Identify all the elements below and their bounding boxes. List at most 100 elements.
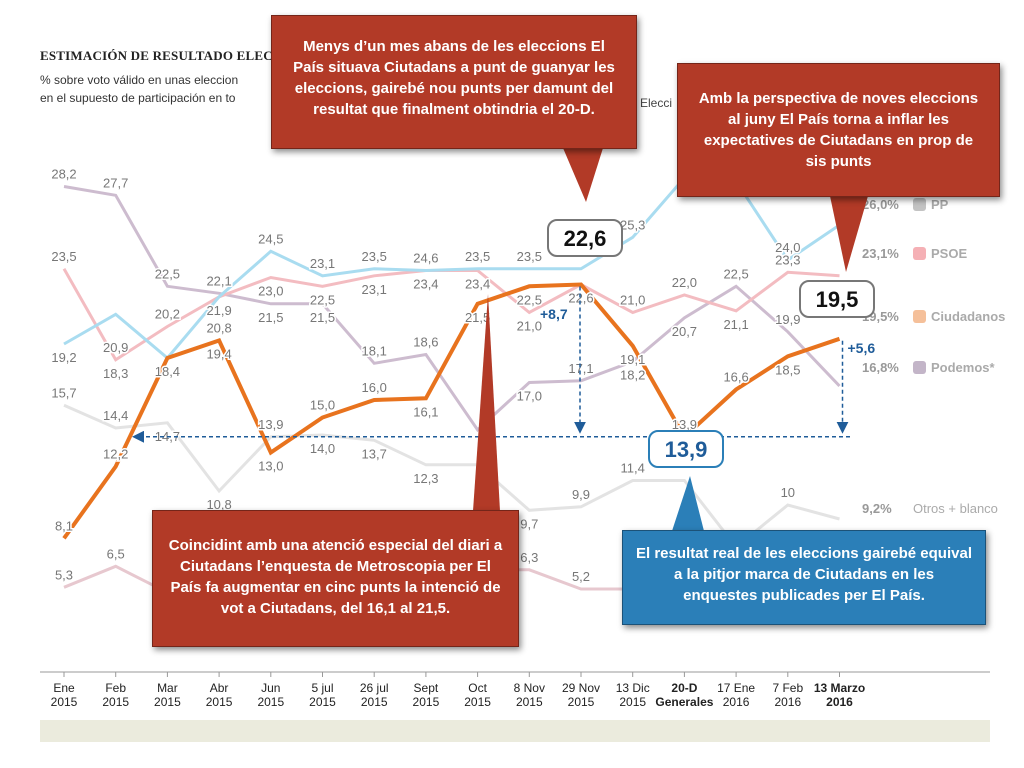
x-tick-label: 13 Marzo 2016 <box>814 681 865 709</box>
callout-top-center-pointer <box>563 148 603 202</box>
chart-subtitle-line1: % sobre voto válido en unas eleccion <box>40 73 239 87</box>
value-label: 19,2 <box>51 350 76 365</box>
end-value-label: 9,2% <box>862 501 892 516</box>
x-tick-label: Oct 2015 <box>464 681 491 709</box>
end-value-label: 23,1% <box>862 246 899 261</box>
value-label: 17,1 <box>568 361 593 376</box>
end-labels: 26,0% PP 23,1% PSOE 19,5% Ciudadanos 16,8% Pode… <box>862 197 1005 516</box>
value-label: 21,5 <box>310 310 335 325</box>
value-labels: 28,2 27,7 23,5 19,2 15,7 8,1 5,3 20,9 18,3 14,4 12… <box>50 165 802 586</box>
podemos-logo-icon <box>913 361 926 374</box>
x-tick-label: 8 Nov 2015 <box>514 681 545 709</box>
value-label: 8,1 <box>55 518 73 533</box>
x-tick-label: Abr 2015 <box>206 681 233 709</box>
callout-bottom-left-pointer <box>473 294 500 511</box>
value-label: 14,0 <box>310 441 335 456</box>
x-tick-label: 20-D Generales <box>655 681 713 709</box>
value-label: 21,0 <box>620 293 645 308</box>
value-label: 16,0 <box>362 380 387 395</box>
value-label: 23,5 <box>517 249 542 264</box>
value-label: 9,9 <box>572 487 590 502</box>
value-label: 5,3 <box>55 567 73 582</box>
value-label: 23,3 <box>775 252 800 267</box>
value-label: 19,4 <box>206 347 231 362</box>
value-label: 12,3 <box>413 471 438 486</box>
value-label: 23,4 <box>465 277 490 292</box>
x-tick-label: 7 Feb 2016 <box>772 681 803 709</box>
value-label: 11,4 <box>621 461 645 476</box>
value-label: 23,5 <box>465 249 490 264</box>
value-label: 27,7 <box>103 175 128 190</box>
end-party-label: Ciudadanos <box>931 309 1005 324</box>
value-label: 22,5 <box>723 266 748 281</box>
value-label: 17,0 <box>517 389 542 404</box>
value-label: 21,5 <box>258 310 283 325</box>
value-label: 18,3 <box>103 366 128 381</box>
value-label: 13,9 <box>672 417 697 432</box>
x-tick-label: Jun 2015 <box>257 681 284 709</box>
end-party-label: Podemos* <box>931 360 996 375</box>
chart-subtitle-line2: en el supuesto de participación en to <box>40 91 236 105</box>
series-lines <box>62 176 841 595</box>
callout-pointers <box>473 148 868 531</box>
callout-bottom-left: Coincidint amb una atenció especial del … <box>152 510 519 647</box>
value-label: 22,6 <box>568 291 593 306</box>
callout-bottom-right: El resultat real de les eleccions gaireb… <box>622 530 986 625</box>
value-label: 5,2 <box>572 569 590 584</box>
value-label: 14,4 <box>103 408 128 423</box>
value-label: 18,6 <box>413 335 438 350</box>
value-label: 23,5 <box>362 249 387 264</box>
value-label: 19,9 <box>775 312 800 327</box>
value-label: 20,7 <box>672 324 697 339</box>
end-party-label: PSOE <box>931 246 967 261</box>
value-label: 22,0 <box>672 275 697 290</box>
value-label: 28,2 <box>51 167 76 182</box>
series-line-ciudadanos <box>62 282 841 540</box>
value-label: 12,2 <box>103 447 128 462</box>
value-label: 23,5 <box>51 249 76 264</box>
value-label: 10 <box>781 485 795 500</box>
value-label: 13,7 <box>362 446 387 461</box>
x-tick-label: Mar 2015 <box>154 681 181 709</box>
value-label: 18,2 <box>620 368 645 383</box>
value-label: 22,1 <box>206 273 231 288</box>
value-label: 6,5 <box>107 546 125 561</box>
value-label: 18,1 <box>362 343 387 358</box>
value-label: 15,0 <box>310 398 335 413</box>
callout-top-right: Amb la perspectiva de noves eleccions al… <box>677 63 1000 197</box>
x-tick-label: Feb 2015 <box>102 681 129 709</box>
value-label: 24,5 <box>258 231 283 246</box>
value-label: 21,5 <box>465 310 490 325</box>
difference-label: +8,7 <box>540 306 568 322</box>
value-label: 18,5 <box>775 362 800 377</box>
callout-bottom-right-pointer <box>672 476 704 531</box>
value-label: 22,5 <box>310 292 335 307</box>
value-label: 20,2 <box>155 307 180 322</box>
value-label: 19,1 <box>620 352 645 367</box>
x-tick-label: 13 Dic 2015 <box>616 681 650 709</box>
callout-top-right-pointer <box>830 196 868 272</box>
value-label: 24,6 <box>413 251 438 266</box>
value-label: 21,0 <box>517 319 542 334</box>
value-label: 24,0 <box>775 240 800 255</box>
abstention-bar <box>40 720 990 742</box>
value-label: 23,1 <box>310 256 335 271</box>
x-axis: Ene 2015 Feb 2015 Mar 2015 Abr 2015 Jun 2015 5 jul… <box>40 671 990 709</box>
psoe-logo-icon <box>913 247 926 260</box>
value-label: 16,1 <box>413 404 438 419</box>
value-label: 22,5 <box>517 292 542 307</box>
value-label: 23,4 <box>413 277 438 292</box>
value-label: 23,0 <box>258 284 283 299</box>
end-value-label: 16,8% <box>862 360 899 375</box>
annotations: +8,7 +5,6 <box>132 286 877 443</box>
value-label: 18,4 <box>155 364 180 379</box>
x-tick-label: 5 jul 2015 <box>309 681 336 709</box>
end-value-label: 19,5% <box>862 309 899 324</box>
pp-logo-icon <box>913 198 926 211</box>
value-label: 9,7 <box>520 516 538 531</box>
value-label: 13,0 <box>258 459 283 474</box>
difference-label: +5,6 <box>848 340 876 356</box>
x-tick-label: Ene 2015 <box>51 681 78 709</box>
value-label: 20,8 <box>206 321 231 336</box>
